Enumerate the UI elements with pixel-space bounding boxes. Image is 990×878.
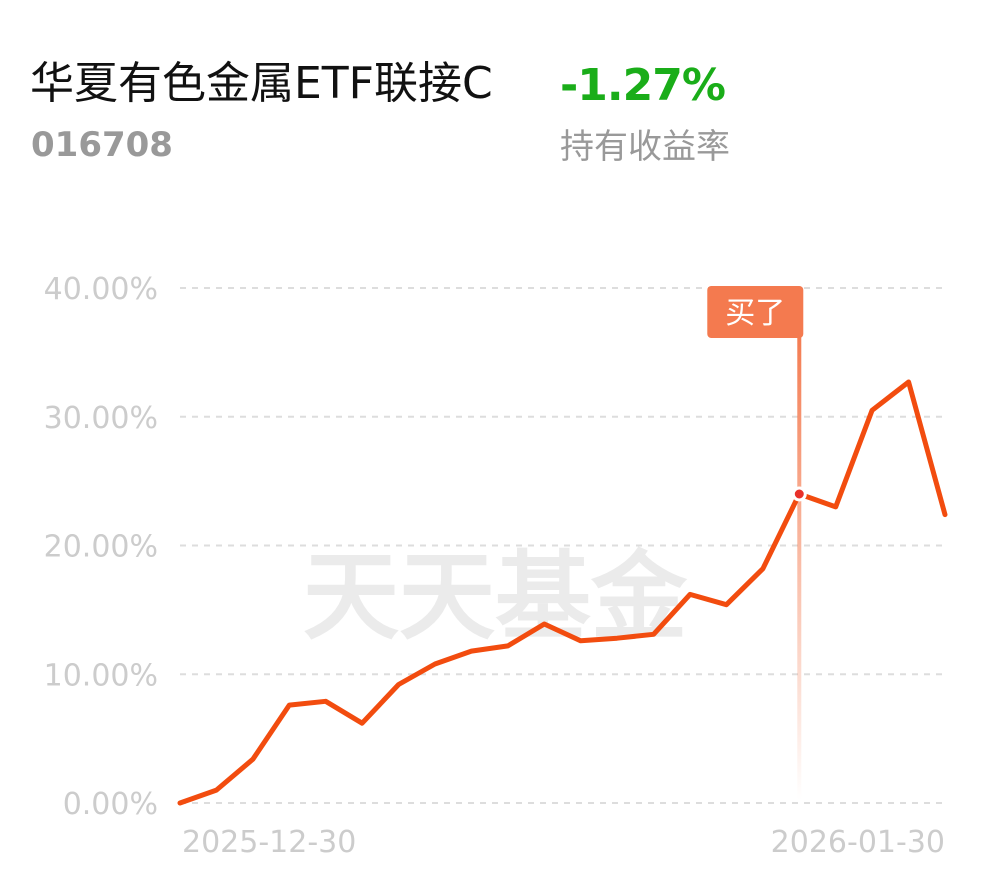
- buy-point: [791, 486, 807, 502]
- y-tick-label: 40.00%: [44, 272, 158, 307]
- fund-name: 华夏有色金属ETF联接C: [30, 58, 493, 109]
- fund-code: 016708: [31, 125, 173, 165]
- buy-marker[interactable]: 买了: [707, 286, 804, 800]
- x-tick-label: 2026-01-30: [771, 825, 945, 860]
- y-tick-label: 30.00%: [44, 401, 158, 436]
- buy-marker-line: [797, 330, 802, 800]
- buy-marker-badge[interactable]: [707, 286, 804, 338]
- watermark: 天天基金: [303, 540, 688, 653]
- buy-marker-label: 买了: [725, 296, 785, 331]
- holding-return-label: 持有收益率: [560, 127, 730, 167]
- y-axis-ticks: 0.00% 10.00% 20.00% 30.00% 40.00%: [44, 272, 158, 822]
- y-tick-label: 10.00%: [44, 658, 158, 693]
- series-line-layer: [177, 379, 948, 806]
- y-tick-label: 20.00%: [44, 530, 158, 565]
- holding-return-value: -1.27%: [560, 60, 726, 111]
- series-points: [791, 486, 807, 502]
- x-tick-label: 2025-12-30: [182, 825, 356, 860]
- grid-lines: [180, 287, 945, 804]
- x-axis-ticks: 2025-12-30 2026-01-30: [182, 825, 945, 860]
- y-tick-label: 0.00%: [63, 787, 158, 822]
- series-line: [177, 379, 948, 806]
